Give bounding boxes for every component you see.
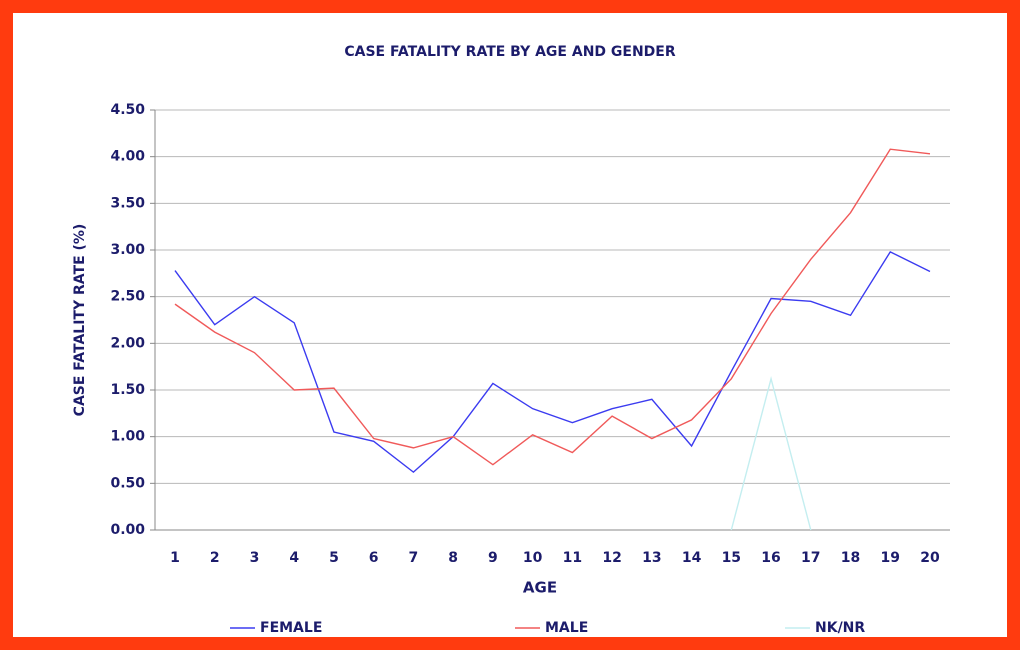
x-tick-label: 6 — [369, 550, 379, 566]
y-tick-label: 2.00 — [110, 335, 145, 351]
x-tick-label: 19 — [881, 550, 900, 566]
x-tick-label: 2 — [210, 550, 220, 566]
x-tick-label: 8 — [448, 550, 458, 566]
y-tick-label: 0.00 — [110, 522, 145, 538]
series-line — [174, 250, 931, 474]
y-tick-label: 1.50 — [110, 382, 145, 398]
x-tick-label: 12 — [602, 550, 621, 566]
x-tick-label: 13 — [642, 550, 661, 566]
x-tick-label: 14 — [682, 550, 702, 566]
x-tick-label: 5 — [329, 550, 339, 566]
legend-label: FEMALE — [260, 620, 322, 636]
y-tick-label: 2.50 — [110, 289, 145, 305]
x-tick-label: 17 — [801, 550, 820, 566]
chart-title: CASE FATALITY RATE BY AGE AND GENDER — [344, 44, 676, 60]
series-line — [174, 148, 931, 466]
y-tick-label: 1.00 — [110, 429, 145, 445]
legend-label: MALE — [545, 620, 588, 636]
legend-label: NK/NR — [815, 620, 865, 636]
y-tick-label: 4.50 — [110, 102, 145, 118]
y-tick-label: 0.50 — [110, 475, 145, 491]
y-tick-label: 3.50 — [110, 195, 145, 211]
x-tick-label: 10 — [523, 550, 543, 566]
x-tick-label: 16 — [761, 550, 780, 566]
y-tick-label: 3.00 — [110, 242, 145, 258]
y-tick-label: 4.00 — [110, 149, 145, 165]
x-tick-label: 1 — [170, 550, 180, 566]
series-line — [730, 376, 812, 531]
x-tick-label: 7 — [409, 550, 419, 566]
x-tick-label: 3 — [250, 550, 260, 566]
x-tick-label: 11 — [563, 550, 582, 566]
x-tick-label: 20 — [920, 550, 940, 566]
x-tick-label: 4 — [289, 550, 299, 566]
y-axis-label: CASE FATALITY RATE (%) — [72, 224, 88, 417]
x-tick-label: 18 — [841, 550, 860, 566]
x-tick-label: 9 — [488, 550, 498, 566]
x-tick-label: 15 — [722, 550, 741, 566]
x-axis-label: AGE — [523, 579, 557, 597]
